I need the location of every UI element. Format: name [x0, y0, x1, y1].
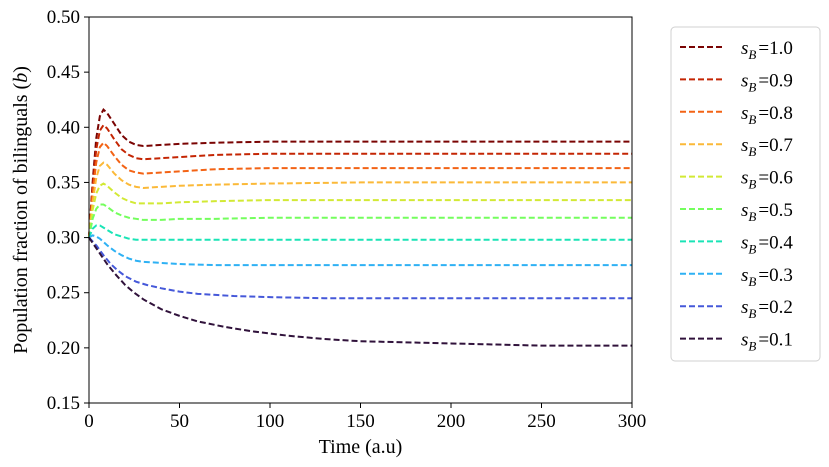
- legend-entry-label: sB =0.5: [741, 200, 793, 224]
- legend-entry-label: sB =0.4: [741, 232, 793, 256]
- legend-entry-label: sB =0.2: [741, 297, 793, 321]
- legend-entry-label: sB =1.0: [741, 38, 793, 62]
- y-tick-label: 0.40: [47, 117, 80, 138]
- legend-frame: [670, 26, 821, 362]
- y-tick-label: 0.50: [47, 7, 80, 28]
- x-tick-label: 0: [84, 411, 94, 432]
- series-line-1: [88, 123, 632, 238]
- series-line-7: [88, 234, 632, 267]
- x-axis: 0 50 100 150 200 250 300: [84, 403, 646, 432]
- y-axis: 0.15 0.20 0.25 0.30 0.35 0.40 0.45 0.50: [47, 7, 89, 414]
- legend-entry-label: sB =0.7: [741, 135, 793, 159]
- x-tick-label: 150: [346, 411, 375, 432]
- series-lines: [88, 108, 632, 347]
- legend-entry-label: sB =0.3: [741, 265, 793, 289]
- legend-entry-label: sB =0.1: [741, 330, 793, 354]
- y-tick-label: 0.25: [47, 283, 80, 304]
- y-tick-label: 0.45: [47, 62, 80, 83]
- legend: sB =1.0 sB =0.9 sB =0.8 sB =0.7 sB =0.6 sB =0.5 sB =0…: [670, 26, 821, 362]
- x-tick-label: 100: [256, 411, 285, 432]
- x-tick-label: 300: [618, 411, 647, 432]
- series-line-5: [88, 203, 632, 238]
- legend-entry-label: sB =0.8: [741, 103, 793, 127]
- series-line-9: [88, 237, 632, 347]
- x-tick-label: 200: [437, 411, 466, 432]
- y-tick-label: 0.30: [47, 228, 80, 249]
- series-line-2: [88, 141, 632, 238]
- x-tick-label: 250: [527, 411, 556, 432]
- x-tick-label: 50: [170, 411, 189, 432]
- series-line-4: [88, 182, 632, 238]
- y-axis-label: Population fraction of bilinguals (b): [10, 66, 32, 354]
- legend-entry-label: sB =0.9: [741, 70, 793, 94]
- y-tick-label: 0.35: [47, 172, 80, 193]
- y-tick-label: 0.20: [47, 338, 80, 359]
- x-axis-label: Time (a.u): [319, 436, 403, 458]
- legend-entry-label: sB =0.6: [741, 168, 793, 192]
- y-tick-label: 0.15: [47, 393, 80, 414]
- series-line-6: [88, 224, 632, 241]
- series-line-8: [88, 236, 632, 300]
- series-line-3: [88, 161, 632, 238]
- series-line-0: [88, 108, 632, 238]
